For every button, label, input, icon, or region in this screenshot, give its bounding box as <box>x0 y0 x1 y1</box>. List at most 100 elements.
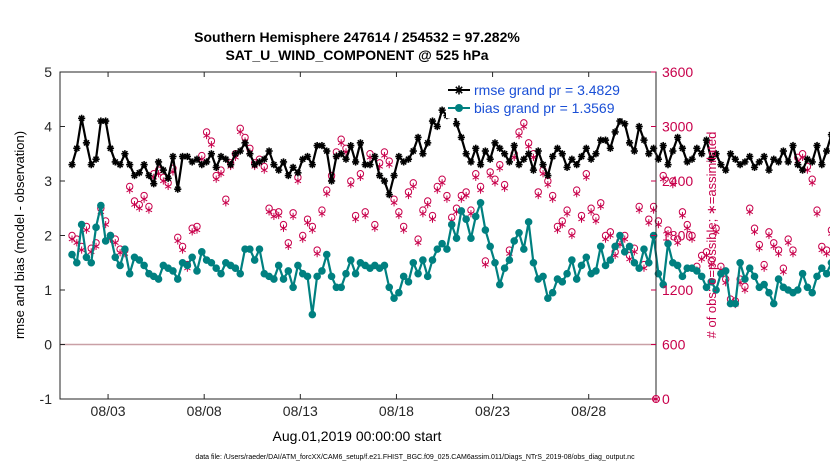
bias-point <box>495 280 504 289</box>
obs-assimilated-point <box>645 219 653 227</box>
bias-point <box>73 258 81 267</box>
bias-point <box>635 264 643 273</box>
rmse-point <box>683 158 691 166</box>
rmse-point <box>236 147 244 155</box>
bias-point <box>741 275 749 283</box>
bias-point <box>769 299 778 308</box>
rmse-point <box>106 144 115 152</box>
obs-assimilated-point <box>746 208 754 216</box>
obs-assimilated-point <box>683 224 691 232</box>
obs-assimilated-point <box>554 226 561 234</box>
bias-point <box>798 269 807 278</box>
y-left-tick-label: -1 <box>40 391 53 407</box>
bias-markers <box>68 199 830 319</box>
obs-assimilated-point <box>352 215 359 223</box>
obs-assimilated-point <box>679 211 686 220</box>
rmse-point <box>798 166 807 174</box>
y-left-tick-label: 2 <box>44 228 52 244</box>
obs-assimilated-point <box>789 250 797 258</box>
bias-point <box>572 275 581 283</box>
y-right-tick-label: 1800 <box>662 228 693 244</box>
chart-title-line1: Southern Hemisphere 247614 / 254532 = 97… <box>194 29 520 45</box>
rmse-point <box>625 139 634 147</box>
rmse-point <box>774 158 783 166</box>
rmse-point <box>251 161 259 169</box>
obs-assimilated-point <box>280 224 287 232</box>
rmse-point <box>698 150 706 158</box>
obs-assimilated-point <box>395 211 403 220</box>
rmse-point <box>241 139 249 147</box>
bias-point <box>447 220 456 229</box>
rmse-point <box>121 150 129 158</box>
bias-point <box>673 261 682 270</box>
obs-assimilated-point <box>433 186 441 194</box>
y-left-tick-label: 1 <box>44 282 52 298</box>
rmse-point <box>169 152 177 161</box>
bias-point <box>87 258 96 267</box>
x-axis-ticks: 08/03 08/08 08/13 08/18 08/23 08/28 <box>91 72 606 419</box>
data-file-footer: data file: /Users/raeder/DAI/ATM_forcXX/… <box>195 454 635 461</box>
rmse-point <box>299 155 307 163</box>
rmse-point <box>265 147 273 155</box>
obs-assimilated-point <box>457 195 465 203</box>
obs-assimilated-point <box>520 122 528 131</box>
bias-point <box>274 261 283 270</box>
obs-assimilated-point <box>482 260 489 269</box>
rmse-point <box>568 155 576 163</box>
rmse-point <box>376 171 384 180</box>
obs-assimilated-point <box>582 173 590 181</box>
rmse-point <box>337 150 345 158</box>
obs-assimilated-point <box>712 228 720 236</box>
rmse-point <box>803 155 812 163</box>
bias-point <box>793 286 802 294</box>
rmse-point <box>308 161 316 169</box>
bias-point <box>606 256 615 264</box>
rmse-point <box>371 152 379 161</box>
bias-point <box>601 261 610 270</box>
obs-assimilated-point <box>688 235 696 243</box>
obs-assimilated-point <box>669 181 677 189</box>
bias-point <box>231 264 240 273</box>
rmse-point <box>150 180 158 188</box>
obs-assimilated-point <box>361 211 369 220</box>
rmse-point <box>255 158 264 166</box>
bias-point <box>693 267 701 275</box>
rmse-point <box>193 155 201 163</box>
obs-assimilated-point <box>587 208 595 216</box>
rmse-point <box>164 174 172 182</box>
rmse-point <box>222 155 230 163</box>
rmse-point <box>746 152 754 161</box>
obs-assimilated-point <box>568 231 576 240</box>
y-right-axis-ticks: 0 600 1200 1800 2400 3000 3600 <box>651 64 693 407</box>
rmse-point <box>452 120 461 128</box>
bias-point <box>380 261 389 270</box>
bias-point <box>818 264 826 273</box>
rmse-point <box>116 161 124 169</box>
bias-point <box>197 248 206 256</box>
bias-point <box>284 267 293 275</box>
bias-point <box>721 267 730 275</box>
y-left-tick-label: 3 <box>44 173 52 189</box>
bias-point <box>664 239 672 248</box>
obs-assimilated-point <box>578 215 585 223</box>
bias-point <box>592 267 600 275</box>
bias-point <box>101 237 110 245</box>
rmse-point <box>433 122 441 131</box>
obs-assimilated-point <box>443 195 451 203</box>
obs-assimilated-point <box>818 246 826 254</box>
rmse-point <box>678 144 687 152</box>
obs-assimilated-point <box>602 235 609 243</box>
obs-assimilated-point <box>217 170 225 178</box>
bias-point <box>92 223 100 232</box>
chart-title-line2: SAT_U_WIND_COMPONENT @ 525 hPa <box>225 47 488 63</box>
obs-assimilated-point <box>808 179 816 187</box>
bias-point <box>760 280 768 289</box>
bias-point <box>774 275 783 283</box>
obs-assimilated-point <box>462 191 470 200</box>
rmse-point <box>664 161 672 169</box>
legend-box <box>446 78 652 118</box>
rmse-point <box>289 163 297 171</box>
rmse-point <box>130 171 139 180</box>
rmse-point <box>87 161 95 169</box>
rmse-point <box>520 155 528 163</box>
